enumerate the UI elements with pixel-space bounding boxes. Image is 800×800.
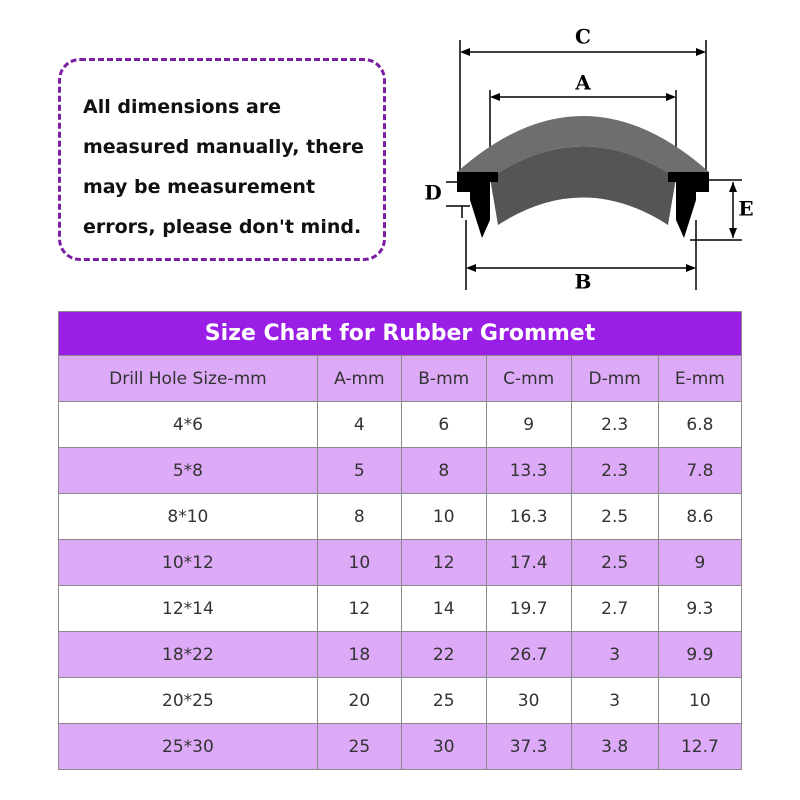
label-b: B [575, 270, 592, 294]
table-cell: 2.5 [570, 539, 659, 586]
table-cell: 18 [316, 631, 402, 678]
table-cell: 10 [316, 539, 402, 586]
table-cell: 19.7 [485, 585, 572, 632]
table-cell: 30 [400, 723, 487, 770]
note-line: measured manually, there [83, 136, 364, 158]
label-a: A [574, 71, 591, 95]
header-cell: B-mm [400, 355, 487, 402]
title-row: Size Chart for Rubber Grommet [58, 311, 742, 356]
table-cell: 8*10 [58, 493, 318, 540]
table-cell: 16.3 [485, 493, 572, 540]
label-c: C [575, 25, 591, 49]
table-row: 10*12 10 12 17.4 2.5 9 [58, 539, 743, 586]
table-cell: 20 [316, 677, 402, 724]
table-cell: 20*25 [58, 677, 318, 724]
header-cell: A-mm [316, 355, 402, 402]
table-cell: 12 [400, 539, 487, 586]
table-row: 4*6 4 6 9 2.3 6.8 [58, 401, 743, 448]
table-cell: 25*30 [58, 723, 318, 770]
note-box: All dimensions are measured manually, the… [58, 58, 386, 261]
table-cell: 2.5 [570, 493, 659, 540]
header-cell: C-mm [485, 355, 572, 402]
table-cell: 25 [400, 677, 487, 724]
table-cell: 5 [316, 447, 402, 494]
grommet-diagram: C A D E B [424, 25, 753, 294]
table-cell: 3 [570, 631, 659, 678]
table-cell: 9.3 [657, 585, 743, 632]
table-row: 18*22 18 22 26.7 3 9.9 [58, 631, 743, 678]
table-cell: 4*6 [58, 401, 318, 448]
table-cell: 12 [316, 585, 402, 632]
table-title: Size Chart for Rubber Grommet [58, 311, 742, 356]
label-d: D [424, 181, 441, 205]
header-row: Drill Hole Size-mm A-mm B-mm C-mm D-mm E-mm [58, 355, 743, 402]
table-cell: 12.7 [657, 723, 743, 770]
table-cell: 2.7 [570, 585, 659, 632]
table-cell: 25 [316, 723, 402, 770]
table-cell: 37.3 [485, 723, 572, 770]
table-cell: 10 [400, 493, 487, 540]
table-cell: 8 [400, 447, 487, 494]
table-cell: 30 [485, 677, 572, 724]
table-cell: 2.3 [570, 447, 659, 494]
note-line: may be measurement [83, 176, 316, 198]
table-cell: 3 [570, 677, 659, 724]
note-line: All dimensions are [83, 96, 282, 118]
table-cell: 2.3 [570, 401, 659, 448]
header-cell: D-mm [570, 355, 659, 402]
table-cell: 8.6 [657, 493, 743, 540]
table-row: 8*10 8 10 16.3 2.5 8.6 [58, 493, 743, 540]
table-cell: 6 [400, 401, 487, 448]
table-cell: 9 [657, 539, 743, 586]
note-line: errors, please don't mind. [83, 216, 362, 238]
table-row: 20*25 20 25 30 3 10 [58, 677, 743, 724]
table-cell: 18*22 [58, 631, 318, 678]
table-cell: 12*14 [58, 585, 318, 632]
header-cell: E-mm [657, 355, 743, 402]
header-cell: Drill Hole Size-mm [58, 355, 318, 402]
table-row: 5*8 5 8 13.3 2.3 7.8 [58, 447, 743, 494]
table-cell: 5*8 [58, 447, 318, 494]
table-cell: 9 [485, 401, 572, 448]
table-cell: 13.3 [485, 447, 572, 494]
label-e: E [738, 197, 753, 221]
table-cell: 14 [400, 585, 487, 632]
table-cell: 22 [400, 631, 487, 678]
table-cell: 17.4 [485, 539, 572, 586]
size-table: Size Chart for Rubber Grommet Drill Hole … [58, 311, 743, 770]
table-cell: 8 [316, 493, 402, 540]
table-cell: 6.8 [657, 401, 743, 448]
table-cell: 10 [657, 677, 743, 724]
table-cell: 9.9 [657, 631, 743, 678]
table-cell: 10*12 [58, 539, 318, 586]
table-cell: 4 [316, 401, 402, 448]
table-cell: 7.8 [657, 447, 743, 494]
table-row: 25*30 25 30 37.3 3.8 12.7 [58, 723, 743, 770]
table-cell: 26.7 [485, 631, 572, 678]
table-cell: 3.8 [570, 723, 659, 770]
table-row: 12*14 12 14 19.7 2.7 9.3 [58, 585, 743, 632]
